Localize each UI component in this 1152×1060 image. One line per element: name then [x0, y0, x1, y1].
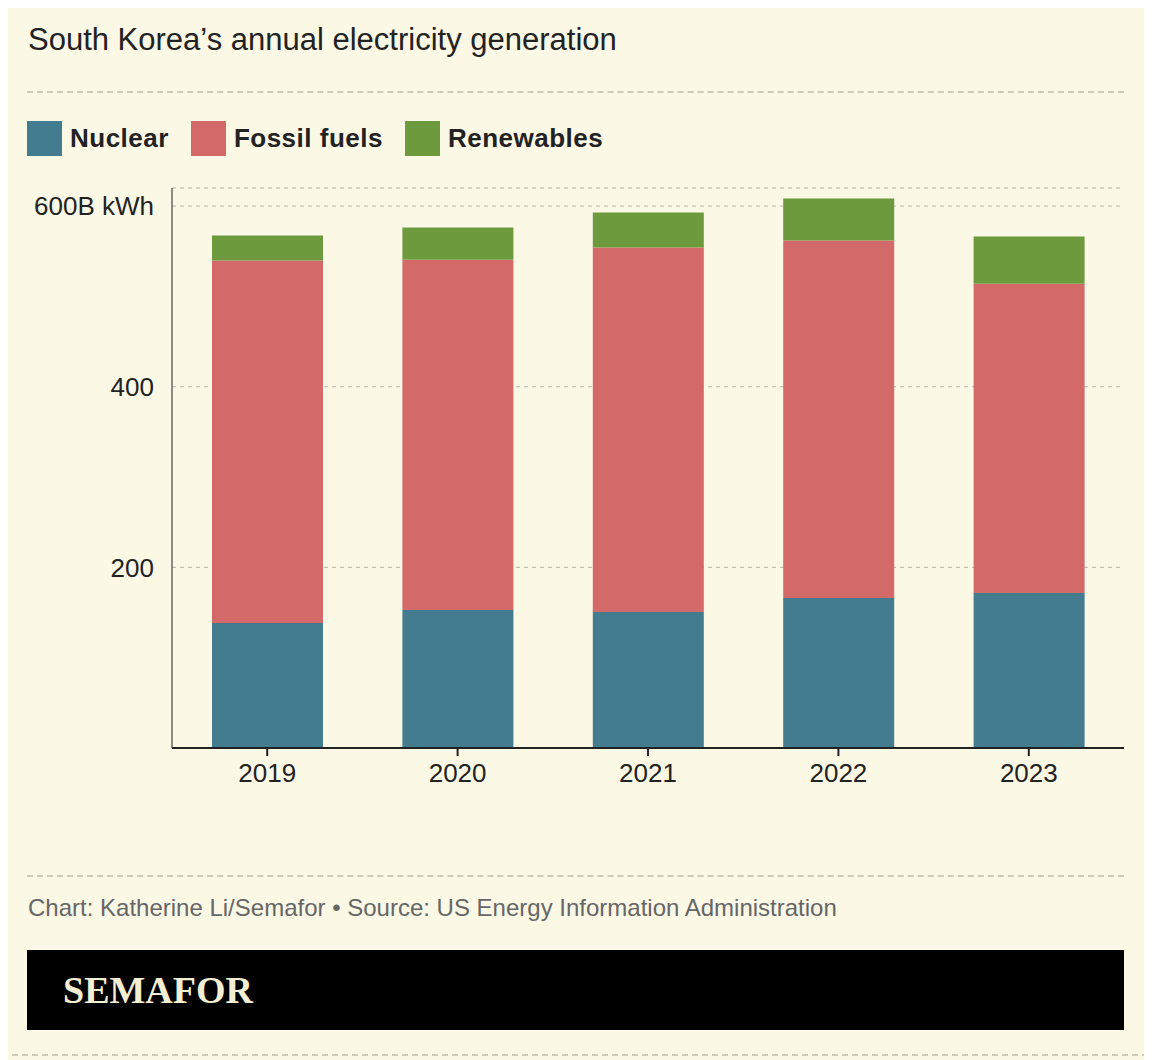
svg-text:200: 200: [111, 553, 154, 583]
html-text:Chart: Katherine Li/Semafor •: Chart: Katherine Li/Semafor • Source: US…: [28, 894, 837, 921]
svg-text:2020: 2020: [429, 758, 487, 788]
svg-text:600B kWh: 600B kWh: [34, 191, 154, 221]
svg-text:2023: 2023: [1000, 758, 1058, 788]
svg-text:2022: 2022: [809, 758, 867, 788]
html-text:South Korea’s annual electrici: South Korea’s annual electricity generat…: [28, 22, 617, 57]
html-text:Renewables: Renewables: [447, 123, 604, 153]
svg-text:2019: 2019: [238, 758, 296, 788]
svg-text:2021: 2021: [619, 758, 677, 788]
html-text:Nuclear: Nuclear: [70, 123, 169, 153]
svg-text:400: 400: [111, 372, 154, 402]
html-text:SEMAFOR: SEMAFOR: [63, 969, 253, 1011]
html-text:Fossil fuels: Fossil fuels: [233, 123, 383, 153]
